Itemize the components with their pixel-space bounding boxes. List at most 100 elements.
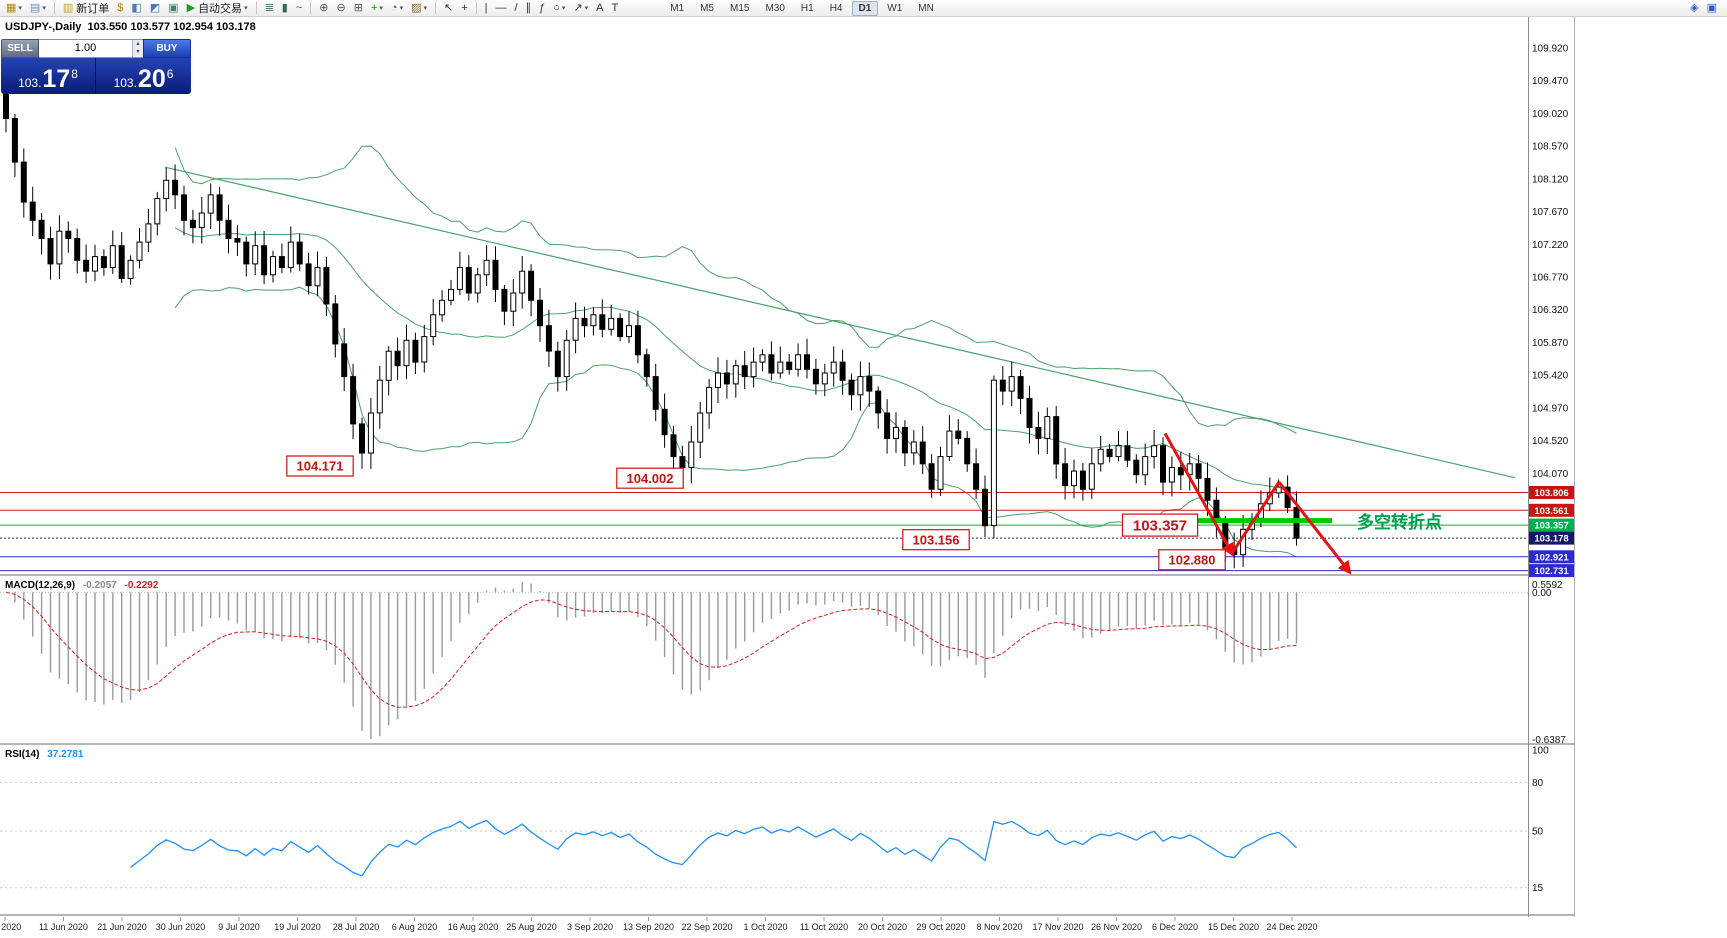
help-search-button[interactable]: ▣ — [1704, 1, 1720, 16]
bollinger-upper-band — [174, 145, 1297, 434]
chart-candles-button[interactable]: ▮ — [279, 1, 291, 16]
time-label: 9 Jul 2020 — [218, 922, 260, 932]
new-chart-button[interactable]: ▦ ▾ — [3, 1, 25, 16]
shapes-tool-button[interactable]: ○ ▾ — [550, 1, 568, 16]
buy-price[interactable]: 103. 20 6 — [96, 58, 191, 94]
candle-body — [599, 314, 606, 330]
zoom-in-button[interactable]: ⊕ — [316, 1, 331, 16]
candle-body — [11, 118, 18, 163]
candle-body — [563, 339, 570, 378]
chart-canvas[interactable]: 104.171104.002103.156103.357102.880多空转折点… — [0, 17, 1727, 938]
candle-body — [608, 317, 615, 330]
candle-body — [136, 241, 143, 261]
tile-windows-button[interactable]: ⊞ — [351, 1, 366, 16]
cursor-button[interactable]: ↖ — [441, 1, 456, 16]
candle-body — [278, 256, 285, 269]
candle-body — [1124, 445, 1131, 461]
price-callout-box[interactable] — [616, 467, 684, 489]
buy-price-big: 20 — [137, 65, 166, 93]
candle-body — [706, 387, 713, 414]
candle-body — [74, 238, 81, 261]
time-label: 28 Jul 2020 — [333, 922, 380, 932]
autotrade-button[interactable]: ▶ 自动交易 ▾ — [184, 1, 251, 16]
candle-body — [385, 350, 392, 381]
time-axis[interactable] — [0, 917, 1575, 938]
candle-body — [572, 317, 579, 341]
vertical-line-button[interactable]: | — [482, 1, 491, 16]
timeframe-h1-button[interactable]: H1 — [800, 2, 814, 14]
timeframe-d1-button[interactable]: D1 — [851, 0, 879, 16]
time-label: un 2020 — [0, 922, 21, 932]
forecast-arrow[interactable] — [1230, 481, 1281, 555]
volume-input[interactable]: 1.00 ▴ ▾ — [39, 39, 143, 58]
timeframe-m15-button[interactable]: M15 — [730, 2, 750, 14]
fibonacci-tool-icon: ƒ — [539, 1, 546, 14]
crosshair-button[interactable]: + — [458, 1, 470, 16]
candle-body — [29, 201, 36, 221]
price-tick-label: 104.970 — [1532, 403, 1569, 414]
candle-body — [189, 219, 196, 229]
fibonacci-tool-button[interactable]: ƒ — [536, 1, 548, 16]
trendline-tool-button[interactable]: / — [512, 1, 521, 16]
price-callout-box[interactable] — [1121, 513, 1199, 537]
text-tool-button[interactable]: A — [593, 1, 606, 16]
profiles-button[interactable]: ▤ ▾ — [27, 1, 49, 16]
price-tick-label: 106.770 — [1532, 273, 1569, 284]
candle-body — [759, 354, 766, 363]
sell-price-big: 17 — [42, 65, 71, 93]
timeframe-m5-button[interactable]: M5 — [700, 2, 714, 14]
time-label: 13 Sep 2020 — [623, 922, 674, 932]
forecast-arrow[interactable] — [1277, 481, 1352, 575]
zoom-out-button[interactable]: ⊖ — [334, 1, 349, 16]
volume-down-icon[interactable]: ▾ — [133, 48, 143, 56]
price-callout-box[interactable] — [286, 455, 354, 477]
timeframe-m1-button[interactable]: M1 — [670, 2, 685, 14]
arrows-tool-button[interactable]: ↗ ▾ — [570, 1, 591, 16]
candle-body — [617, 317, 624, 338]
sell-price-prefix: 103. — [18, 76, 42, 90]
buy-button[interactable]: BUY — [143, 39, 191, 58]
chart-line-button[interactable]: ~ — [293, 1, 305, 16]
text-label-tool-button[interactable]: T — [608, 1, 621, 16]
indicators-add-button[interactable]: + ▾ — [368, 1, 386, 16]
sell-price[interactable]: 103. 17 8 — [1, 58, 96, 94]
candle-body — [919, 441, 926, 465]
descending-trendline[interactable] — [164, 166, 1516, 479]
volume-up-icon[interactable]: ▴ — [133, 40, 143, 48]
new-order-button[interactable]: ▥ 新订单 — [60, 1, 112, 16]
candle-body — [1204, 477, 1211, 501]
timeframe-m30-button[interactable]: M30 — [765, 2, 785, 14]
annotation-text[interactable]: 多空转折点 — [1357, 512, 1442, 532]
candle-body — [65, 230, 72, 239]
volume-spinner[interactable]: ▴ ▾ — [132, 40, 143, 57]
price-callout-box[interactable] — [1158, 549, 1226, 571]
terminal-button[interactable]: ▣ — [165, 1, 181, 16]
crosshair-icon: + — [461, 1, 468, 14]
navigator-button[interactable]: ◩ — [147, 1, 163, 16]
time-label: 17 Nov 2020 — [1032, 922, 1083, 932]
candle-body — [465, 267, 472, 294]
candle-body — [812, 368, 819, 385]
forecast-arrow[interactable] — [1163, 432, 1234, 557]
candle-body — [225, 219, 232, 240]
price-callout-box[interactable] — [902, 529, 970, 551]
volume-value[interactable]: 1.00 — [74, 42, 97, 54]
sell-button[interactable]: SELL — [1, 39, 39, 58]
data-window-button[interactable]: ◧ — [128, 1, 144, 16]
timeframe-h4-button[interactable]: H4 — [829, 2, 843, 14]
dropdown-caret-icon: ▾ — [379, 5, 383, 12]
horizontal-line-button[interactable]: — — [493, 1, 510, 16]
chart-bars-button[interactable]: ≣ — [262, 1, 277, 16]
timeframe-mn-button[interactable]: MN — [918, 2, 934, 14]
channel-tool-button[interactable]: ∥ — [523, 1, 535, 16]
templates-button[interactable]: ▨ ▾ — [408, 1, 430, 16]
market-watch-button[interactable]: $ — [114, 1, 126, 16]
community-button[interactable]: ◈ — [1687, 1, 1701, 16]
periods-button[interactable]: ◔ ▾ — [388, 1, 406, 16]
price-callout-text: 104.002 — [627, 471, 674, 486]
timeframe-w1-button[interactable]: W1 — [887, 2, 903, 14]
candle-body — [581, 317, 588, 327]
chart-plot-area[interactable] — [0, 17, 1528, 574]
price-tick-label: 109.470 — [1532, 76, 1569, 87]
candle-body — [786, 361, 793, 370]
